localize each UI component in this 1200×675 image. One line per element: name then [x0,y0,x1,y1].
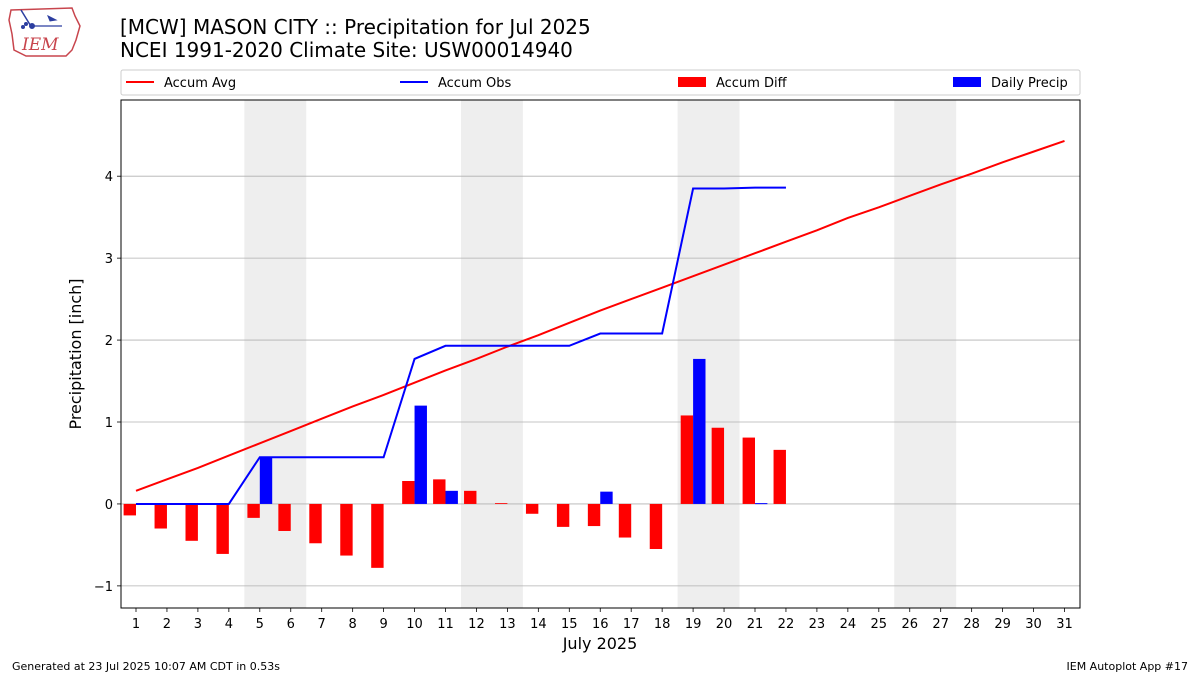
daily-precip-bar [600,491,613,504]
x-tick-label: 21 [747,617,764,632]
accum-diff-bar [495,503,508,504]
accum-diff-bar [247,503,260,518]
accum-diff-bar [402,481,415,504]
x-tick-label: 22 [778,617,795,632]
accum-diff-bar [742,437,755,504]
accum-diff-bar [464,490,477,504]
accum-diff-bar [371,503,384,568]
accum-diff-bar [711,427,725,504]
accum-avg-line [135,140,1065,492]
daily-precip-bar [414,405,427,504]
daily-precip-bar [755,503,768,505]
accum-diff-bar [649,503,663,550]
accum-obs-line [136,186,786,505]
x-tick-label: 15 [561,617,578,632]
x-tick-label: 29 [994,617,1011,632]
weekend-shading [244,100,957,608]
y-tick-label: −1 [94,580,113,595]
weekend-shade [677,100,740,608]
footer-app-label: IEM Autoplot App #17 [1066,660,1189,673]
chart-title: [MCW] MASON CITY :: Precipitation for Ju… [120,16,591,62]
x-tick-label: 11 [437,617,454,632]
x-tick-label: 16 [592,617,609,632]
daily-precip-bar [259,457,273,504]
legend-box [120,69,1081,96]
x-tick-label: 25 [871,617,888,632]
accum-diff-bar [216,503,229,554]
title-line-1: [MCW] MASON CITY :: Precipitation for Ju… [120,15,591,39]
legend-entries: Accum Avg Accum Obs Accum Diff Daily Precip [126,76,1068,91]
x-tick-label: 28 [963,617,980,632]
x-tick-label: 17 [623,617,640,632]
legend-swatch-bar [678,77,706,87]
legend-label: Accum Avg [164,76,236,91]
accum-diff-bar [309,503,322,544]
x-tick-label: 19 [685,617,702,632]
accum-diff-bar [525,503,539,514]
bar-series [123,358,786,568]
y-tick-label: 0 [105,498,113,513]
accum-diff-bar [618,503,632,538]
y-tick-label: 4 [105,170,113,185]
x-tick-label: 18 [654,617,671,632]
accum-diff-bar [154,503,167,529]
y-axis-label: Precipitation [inch] [66,278,85,429]
accum-diff-bar [123,503,136,516]
weekend-shade [894,100,957,608]
y-tick-label: 3 [105,252,113,267]
daily-precip-bar [693,358,706,504]
x-tick-label: 2 [163,617,171,632]
x-tick-label: 6 [287,617,295,632]
x-tick-label: 13 [499,617,516,632]
x-tick-label: 27 [932,617,949,632]
x-tick-label: 20 [716,617,733,632]
accum-diff-bar [556,503,570,527]
daily-precip-bar [445,490,458,504]
x-tick-label: 3 [194,617,202,632]
x-tick-label: 9 [379,617,387,632]
accum-diff-bar [680,415,694,504]
accum-diff-bar [433,479,446,504]
y-tick-label: 1 [105,416,113,431]
x-tick-label: 8 [349,617,357,632]
x-tick-label: 10 [406,617,423,632]
line-series [135,140,1065,505]
x-axis-label: July 2025 [562,634,638,653]
accum-diff-bar [278,503,291,531]
x-tick-label: 4 [225,617,233,632]
legend-label: Accum Diff [716,76,788,91]
legend: Accum Avg Accum Obs Accum Diff Daily Precip [120,69,1081,96]
iem-logo: IEM [8,7,81,57]
y-tick-label: 2 [105,334,113,349]
x-tick-label: 7 [318,617,326,632]
accum-diff-bar [587,503,601,527]
weekend-shade [460,100,523,608]
x-tick-label: 26 [901,617,918,632]
weather-station-icon [20,9,62,29]
x-tick-label: 23 [809,617,826,632]
x-tick-label: 14 [530,617,547,632]
x-tick-label: 5 [256,617,264,632]
legend-label: Daily Precip [991,76,1068,91]
x-tick-label: 12 [468,617,485,632]
x-tick-label: 24 [840,617,857,632]
x-tick-label: 30 [1025,617,1042,632]
x-axis-ticks: 1 2 3 4 5 6 7 8 9 10 11 12 13 14 15 16 17 18 19 20 21 22 23 24 2… [132,608,1073,632]
x-tick-label: 1 [132,617,140,632]
footer-generated-text: Generated at 23 Jul 2025 10:07 AM CDT in… [12,660,280,673]
accum-diff-bar [773,449,786,504]
weekend-shade [244,100,307,608]
accum-diff-bar [340,503,353,556]
accum-diff-bar [185,503,198,541]
y-axis-ticks: −1 0 1 2 3 4 [94,170,121,595]
iem-logo-text: IEM [21,35,59,55]
x-tick-label: 31 [1056,617,1073,632]
legend-label: Accum Obs [438,76,511,91]
grid-lines [121,175,1080,587]
title-line-2: NCEI 1991-2020 Climate Site: USW00014940 [120,38,573,62]
legend-swatch-bar [953,77,981,87]
